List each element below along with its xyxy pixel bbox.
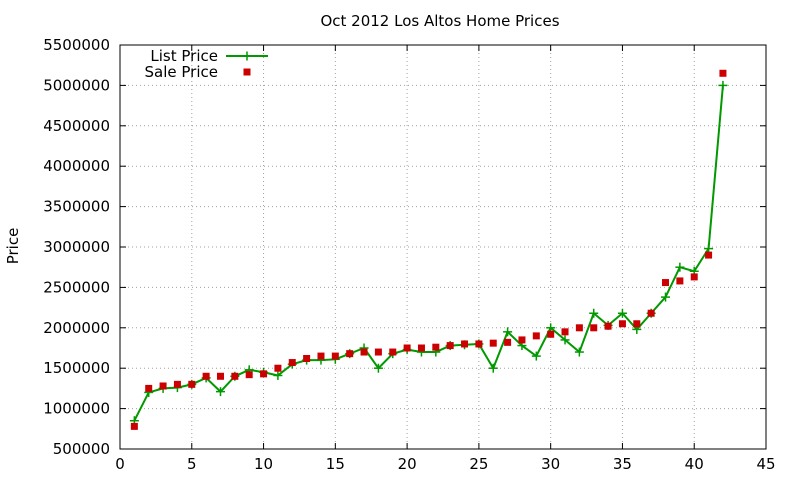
sale-price-point	[604, 322, 612, 330]
sale-price-point	[719, 69, 727, 77]
sale-price-point	[504, 338, 512, 346]
legend-label-sale-price: Sale Price	[145, 63, 218, 81]
x-tick-label: 10	[254, 455, 273, 473]
y-tick-label: 2500000	[43, 278, 110, 296]
sale-price-point	[403, 344, 411, 352]
sale-price-point	[518, 336, 526, 344]
sale-price-point	[188, 380, 196, 388]
list-price-point	[373, 363, 383, 373]
sale-price-point	[173, 380, 181, 388]
chart-title: Oct 2012 Los Altos Home Prices	[320, 12, 559, 30]
sale-price-point	[647, 309, 655, 317]
y-tick-label: 2000000	[43, 319, 110, 337]
x-tick-label: 0	[115, 455, 125, 473]
list-price-point	[589, 308, 599, 318]
list-price-point	[718, 80, 728, 90]
y-axis-label: Price	[4, 228, 22, 265]
sale-price-point	[389, 348, 397, 356]
sale-price-point	[245, 371, 253, 379]
sale-price-point	[303, 355, 311, 363]
list-price-point	[675, 262, 685, 272]
x-tick-label: 20	[398, 455, 417, 473]
list-price-point	[661, 292, 671, 302]
x-tick-label: 45	[756, 455, 775, 473]
sale-price-point	[231, 372, 239, 380]
x-tick-label: 25	[469, 455, 488, 473]
sale-price-point	[489, 339, 497, 347]
x-tick-label: 35	[613, 455, 632, 473]
sale-price-point	[618, 320, 626, 328]
y-tick-label: 1500000	[43, 359, 110, 377]
sale-price-point	[705, 251, 713, 259]
legend-marker-sale-price	[243, 68, 251, 76]
sale-price-point	[417, 344, 425, 352]
y-tick-label: 500000	[53, 440, 110, 458]
sale-price-point	[130, 422, 138, 430]
y-tick-label: 3000000	[43, 238, 110, 256]
sale-price-point	[547, 330, 555, 338]
axis-ticks: 500000 1000000 1500000 2000000 2500000 300000…	[43, 36, 775, 473]
legend-label-list-price: List Price	[150, 47, 218, 65]
list-price-point	[215, 387, 225, 397]
sale-price-point	[633, 320, 641, 328]
y-tick-label: 4000000	[43, 157, 110, 175]
sale-price-point	[274, 364, 282, 372]
plot-area	[129, 69, 728, 430]
x-tick-label: 40	[685, 455, 704, 473]
sale-price-point	[360, 348, 368, 356]
sale-price-point	[532, 332, 540, 340]
x-tick-label: 5	[187, 455, 197, 473]
sale-price-point	[202, 372, 210, 380]
sale-price-point	[317, 352, 325, 360]
sale-price-point	[561, 328, 569, 336]
list-price-point	[273, 370, 283, 380]
sale-price-point	[575, 324, 583, 332]
sale-price-point	[145, 384, 153, 392]
y-tick-label: 5500000	[43, 36, 110, 54]
sale-price-point	[446, 342, 454, 350]
sale-price-point	[346, 350, 354, 358]
sale-price-point	[590, 324, 598, 332]
x-tick-label: 30	[541, 455, 560, 473]
sale-price-point	[260, 370, 268, 378]
sale-price-point	[374, 348, 382, 356]
list-price-point	[503, 327, 513, 337]
sale-price-point	[216, 372, 224, 380]
plot-frame	[119, 44, 767, 450]
list-price-point	[531, 351, 541, 361]
sale-price-point	[461, 340, 469, 348]
sale-price-point	[475, 340, 483, 348]
y-tick-label: 1000000	[43, 400, 110, 418]
y-tick-label: 3500000	[43, 198, 110, 216]
list-price-point	[560, 335, 570, 345]
sale-price-point	[662, 279, 670, 287]
y-tick-label: 5000000	[43, 76, 110, 94]
list-price-point	[617, 308, 627, 318]
y-tick-label: 4500000	[43, 117, 110, 135]
x-tick-label: 15	[326, 455, 345, 473]
sale-price-point	[690, 273, 698, 281]
list-price-line	[133, 85, 724, 422]
list-price-point	[574, 347, 584, 357]
list-price-point	[488, 363, 498, 373]
sale-price-point	[676, 277, 684, 285]
sale-price-point	[288, 359, 296, 367]
legend-marker-list-price	[242, 51, 252, 61]
sale-price-point	[331, 352, 339, 360]
sale-price-point	[432, 343, 440, 351]
sale-price-point	[159, 382, 167, 390]
